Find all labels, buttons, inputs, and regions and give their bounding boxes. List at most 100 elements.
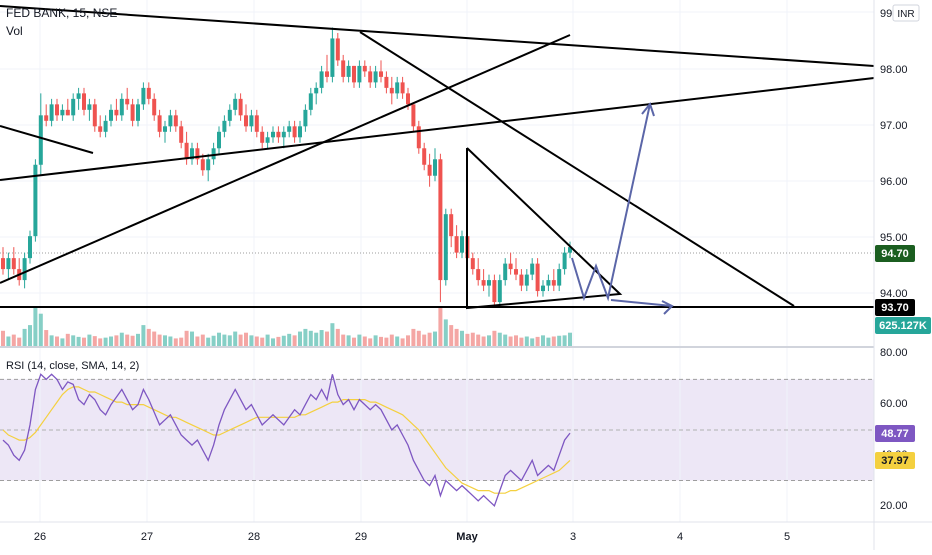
- rsi-legend[interactable]: RSI (14, close, SMA, 14, 2): [6, 360, 139, 372]
- candle[interactable]: [238, 93, 243, 121]
- candle[interactable]: [265, 131, 270, 149]
- candle[interactable]: [368, 65, 373, 88]
- candle[interactable]: [557, 263, 562, 292]
- candle[interactable]: [190, 142, 194, 165]
- candle[interactable]: [362, 60, 367, 77]
- candle[interactable]: [130, 98, 135, 127]
- candle[interactable]: [416, 120, 421, 154]
- candle[interactable]: [298, 120, 302, 143]
- candle[interactable]: [163, 120, 167, 143]
- candle[interactable]: [82, 87, 86, 116]
- candle[interactable]: [357, 60, 362, 88]
- candle[interactable]: [98, 115, 103, 138]
- candle[interactable]: [157, 109, 162, 138]
- candle[interactable]: [433, 148, 437, 182]
- candle[interactable]: [551, 269, 556, 292]
- candle[interactable]: [562, 247, 567, 275]
- candle[interactable]: [422, 142, 427, 171]
- candle[interactable]: [503, 258, 508, 286]
- candle[interactable]: [389, 76, 394, 105]
- candle[interactable]: [514, 258, 518, 281]
- trendline-short-descending[interactable]: [0, 125, 94, 154]
- candle[interactable]: [411, 104, 416, 132]
- candle[interactable]: [173, 109, 178, 132]
- candle[interactable]: [524, 269, 529, 292]
- candle[interactable]: [141, 82, 146, 110]
- candle[interactable]: [217, 126, 221, 154]
- candle[interactable]: [281, 126, 286, 149]
- trendline-support-ascending[interactable]: [0, 34, 571, 284]
- trendline-upper-descending[interactable]: [0, 5, 875, 67]
- trendline-major-descending[interactable]: [359, 31, 795, 307]
- candle[interactable]: [519, 269, 524, 292]
- candle[interactable]: [541, 280, 545, 297]
- volume-legend[interactable]: Vol: [6, 24, 23, 38]
- candle[interactable]: [200, 153, 205, 176]
- candle[interactable]: [454, 225, 459, 259]
- candle[interactable]: [49, 98, 54, 127]
- candle[interactable]: [76, 87, 81, 110]
- candle[interactable]: [125, 87, 130, 110]
- candle[interactable]: [292, 120, 297, 143]
- candle[interactable]: [109, 104, 113, 127]
- candle[interactable]: [481, 269, 486, 292]
- candle[interactable]: [92, 98, 97, 132]
- candle[interactable]: [119, 93, 124, 121]
- candle[interactable]: [352, 65, 356, 88]
- trendline-drawings[interactable]: [0, 5, 875, 310]
- candle[interactable]: [443, 208, 448, 286]
- candle[interactable]: [22, 252, 27, 289]
- candle[interactable]: [44, 104, 49, 127]
- candle[interactable]: [308, 87, 313, 116]
- candle[interactable]: [400, 76, 405, 99]
- candle[interactable]: [227, 104, 232, 127]
- currency-badge[interactable]: INR: [892, 4, 920, 22]
- candle[interactable]: [87, 98, 92, 121]
- candle[interactable]: [325, 54, 329, 83]
- candlesticks[interactable]: [1, 27, 572, 308]
- candle[interactable]: [60, 104, 65, 121]
- candle[interactable]: [460, 230, 464, 259]
- candle[interactable]: [384, 71, 389, 94]
- candle[interactable]: [1, 247, 5, 275]
- candle[interactable]: [546, 274, 551, 292]
- candle[interactable]: [497, 274, 502, 308]
- candle[interactable]: [476, 258, 481, 286]
- candle[interactable]: [568, 241, 572, 259]
- projection-paths[interactable]: [571, 101, 674, 315]
- candle[interactable]: [28, 230, 32, 264]
- candle[interactable]: [379, 60, 383, 83]
- projection-path-flat[interactable]: [610, 299, 673, 307]
- symbol-legend[interactable]: FED BANK, 15, NSE: [6, 6, 117, 20]
- candle[interactable]: [254, 109, 259, 138]
- candle[interactable]: [319, 65, 324, 94]
- candle[interactable]: [314, 82, 319, 105]
- candle[interactable]: [487, 274, 491, 297]
- candle[interactable]: [136, 98, 140, 127]
- candle[interactable]: [146, 82, 151, 105]
- candle[interactable]: [346, 60, 351, 83]
- candle[interactable]: [530, 258, 535, 281]
- rsi-pane[interactable]: [0, 373, 874, 507]
- candle[interactable]: [260, 126, 265, 149]
- candle[interactable]: [395, 76, 400, 99]
- candle[interactable]: [535, 258, 540, 297]
- candle[interactable]: [184, 131, 189, 165]
- candle[interactable]: [249, 109, 254, 132]
- candle[interactable]: [330, 27, 335, 83]
- candle[interactable]: [33, 159, 38, 242]
- candle[interactable]: [152, 93, 157, 121]
- candle[interactable]: [244, 104, 248, 132]
- candle[interactable]: [373, 65, 378, 88]
- candle[interactable]: [233, 93, 238, 116]
- candle[interactable]: [114, 98, 119, 121]
- candle[interactable]: [65, 98, 70, 116]
- candle[interactable]: [11, 247, 16, 275]
- candle[interactable]: [195, 142, 200, 165]
- candle[interactable]: [38, 93, 43, 176]
- candle[interactable]: [341, 54, 346, 83]
- candle[interactable]: [179, 120, 184, 149]
- candle[interactable]: [492, 274, 497, 308]
